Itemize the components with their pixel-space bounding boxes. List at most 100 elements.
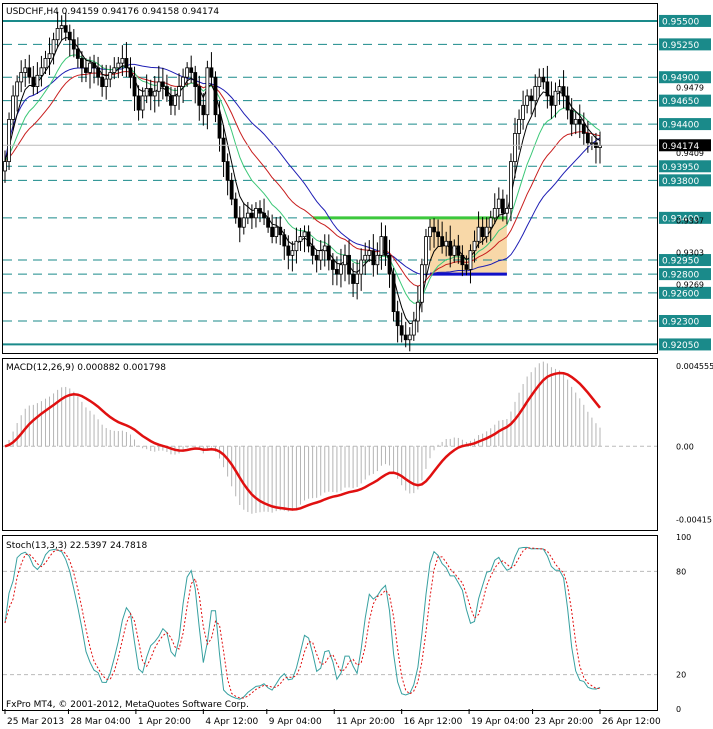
candle-body <box>266 217 270 228</box>
candle-body <box>395 311 400 327</box>
candle-body <box>367 250 372 256</box>
level-label: 0.92950 <box>662 257 699 267</box>
level-label: 0.92300 <box>662 317 699 327</box>
candle-body <box>387 254 392 275</box>
candle-body <box>432 226 436 233</box>
stoch-panel-border <box>2 535 658 711</box>
level-label-box <box>659 38 711 51</box>
candle-body <box>569 109 574 125</box>
time-axis-label: 4 Apr 12:00 <box>205 717 258 727</box>
candle-body <box>553 90 558 106</box>
candle-body <box>254 208 258 219</box>
candle-body <box>47 53 52 59</box>
level-label-box <box>659 314 711 327</box>
candle-body <box>278 226 283 236</box>
candle-body <box>124 58 129 69</box>
price-axis-tick: 0.9303 <box>676 249 704 258</box>
level-label-box <box>659 160 711 173</box>
candle-body <box>181 76 185 87</box>
price-panel[interactable] <box>3 12 657 352</box>
macd-panel[interactable] <box>3 361 657 514</box>
macd-signal-line <box>4 371 601 511</box>
level-label: 0.94900 <box>662 74 699 84</box>
candle-body <box>11 95 15 120</box>
candle-body <box>415 301 420 322</box>
candle-body <box>403 334 408 341</box>
current-price-box <box>659 139 711 152</box>
axes: 0.95500 0.95250 0.94900 0.94650 0.94400 0.939… <box>4 14 713 727</box>
candle-body <box>185 67 190 78</box>
candle-body <box>71 39 76 50</box>
macd-axis-tick: 0.004555 <box>676 362 713 371</box>
level-label-box <box>659 338 711 351</box>
level-label: 0.95250 <box>662 41 699 51</box>
candle-body <box>132 76 137 97</box>
candle-body <box>116 62 121 69</box>
candle-body <box>598 145 602 148</box>
candle-body <box>484 226 489 238</box>
candle-body <box>302 231 307 238</box>
time-axis-label: 11 Apr 20:00 <box>336 717 395 727</box>
candle-body <box>233 198 238 219</box>
candle-body <box>286 245 291 256</box>
candle-body <box>407 334 412 341</box>
candle-body <box>201 104 206 116</box>
stoch-d-line <box>4 547 600 699</box>
candle-body <box>436 231 440 238</box>
candle-body <box>136 95 141 111</box>
stoch-axis-tick: 80 <box>676 567 686 576</box>
candle-body <box>152 90 157 97</box>
candle-body <box>177 86 181 97</box>
current-price-label: 0.94174 <box>662 142 699 152</box>
candle-body <box>225 161 230 181</box>
candle-body <box>23 67 28 73</box>
time-axis-label: 28 Mar 04:00 <box>70 717 130 727</box>
macd-panel-title: MACD(12,26,9) 0.000882 0.001798 <box>6 363 166 373</box>
level-label-box <box>659 71 711 84</box>
candle-body <box>488 217 493 228</box>
candle-body <box>229 179 234 200</box>
candle-body <box>424 236 428 266</box>
candle-body <box>148 88 153 97</box>
level-label: 0.95500 <box>662 17 699 27</box>
candle-body <box>156 81 161 92</box>
candle-body <box>585 133 590 144</box>
candle-body <box>590 142 594 145</box>
time-axis-label: 1 Apr 20:00 <box>138 717 191 727</box>
time-axis-label: 26 Apr 12:00 <box>602 717 661 727</box>
candle-body <box>197 86 202 106</box>
candle-body <box>282 234 287 247</box>
candle-body <box>428 226 432 238</box>
candle-body <box>51 39 56 55</box>
candle-body <box>80 58 84 69</box>
candle-body <box>521 104 525 120</box>
stoch-panel[interactable] <box>3 546 657 700</box>
candle-body <box>217 114 222 139</box>
candle-body <box>189 67 194 73</box>
stoch-axis-tick: 20 <box>676 671 686 680</box>
candle-body <box>363 254 368 261</box>
candle-body <box>173 95 177 106</box>
candle-body <box>573 118 578 125</box>
time-axis-label: 19 Apr 04:00 <box>471 717 530 727</box>
candle-body <box>581 123 586 134</box>
level-label: 0.92800 <box>662 271 699 281</box>
candle-body <box>525 95 530 106</box>
candle-body <box>326 245 331 261</box>
candle-body <box>322 245 327 252</box>
candle-body <box>371 250 376 266</box>
candle-body <box>241 217 246 228</box>
candle-body <box>460 254 465 266</box>
candle-body <box>35 74 40 87</box>
candle-body <box>67 31 72 41</box>
candle-body <box>274 226 279 238</box>
macd-axis-tick: 0.00 <box>676 442 694 451</box>
price-axis-tick: 0.9409 <box>676 149 704 158</box>
candle-body <box>205 67 210 116</box>
price-panel-border <box>2 3 658 354</box>
level-label-box <box>659 254 711 267</box>
candle-body <box>529 95 534 102</box>
stoch-panel-title: Stoch(13,3,3) 22.5397 24.7818 <box>6 541 147 551</box>
time-axis-label: 16 Apr 12:00 <box>404 717 463 727</box>
